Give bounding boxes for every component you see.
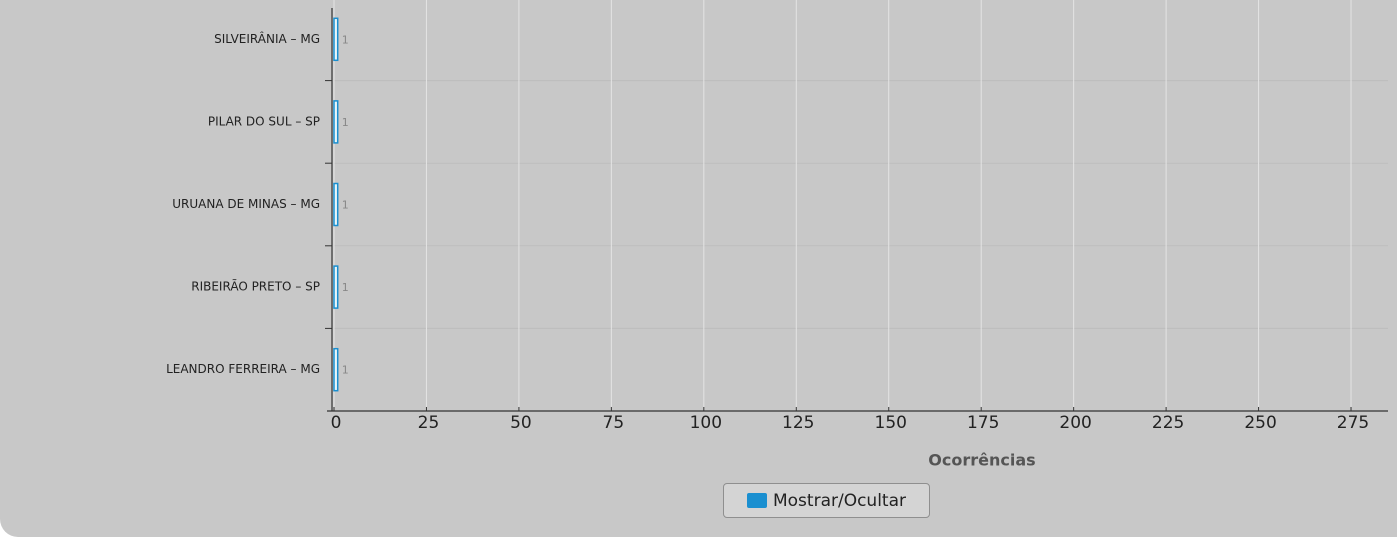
bar xyxy=(333,265,339,309)
x-tick-label: 250 xyxy=(1244,413,1276,433)
legend-button[interactable]: Mostrar/Ocultar xyxy=(723,483,930,518)
x-tick-label: 0 xyxy=(331,413,342,433)
bar xyxy=(333,100,339,144)
x-tick-label: 275 xyxy=(1337,413,1369,433)
x-tick-label: 125 xyxy=(782,413,814,433)
x-tick-label: 175 xyxy=(967,413,999,433)
value-label: 1 xyxy=(342,116,349,129)
bar xyxy=(333,182,339,227)
x-tick-label: 25 xyxy=(418,413,440,433)
legend-swatch xyxy=(746,493,767,508)
value-label: 1 xyxy=(342,364,349,377)
x-tick-label: 200 xyxy=(1059,413,1091,433)
y-tick-label: RIBEIRÃO PRETO – SP xyxy=(191,279,320,294)
legend-label: Mostrar/Ocultar xyxy=(772,490,906,511)
value-label: 1 xyxy=(342,281,349,294)
y-tick-label: PILAR DO SUL – SP xyxy=(208,114,320,128)
bar xyxy=(333,347,339,392)
value-label: 1 xyxy=(342,33,349,46)
x-axis-title: Ocorrências xyxy=(928,451,1035,470)
x-tick-label: 75 xyxy=(603,413,625,433)
x-tick-label: 225 xyxy=(1152,413,1184,433)
y-tick-label: URUANA DE MINAS – MG xyxy=(172,197,320,211)
bar xyxy=(333,17,339,62)
x-tick-label: 50 xyxy=(510,413,532,433)
value-label: 1 xyxy=(342,199,349,212)
y-tick-label: LEANDRO FERREIRA – MG xyxy=(166,362,320,376)
x-tick-label: 100 xyxy=(690,413,722,433)
y-tick-label: SILVEIRÂNIA – MG xyxy=(214,31,320,46)
x-tick-label: 150 xyxy=(875,413,907,433)
